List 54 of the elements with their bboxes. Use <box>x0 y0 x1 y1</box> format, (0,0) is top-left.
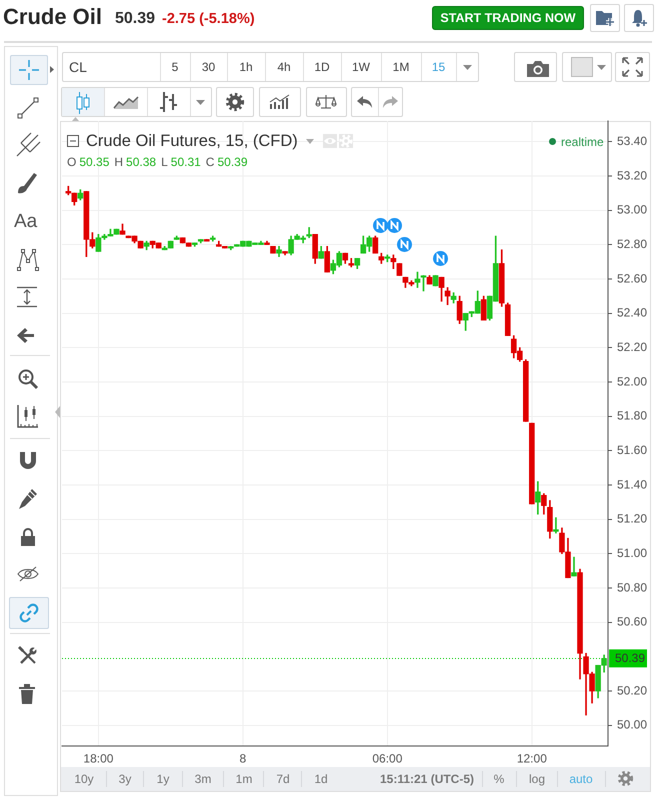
annotation: 50.39 <box>217 155 248 169</box>
x-tick-label: 18:00 <box>83 752 114 766</box>
text: 10y <box>74 772 94 786</box>
text: CL <box>69 59 87 75</box>
text: START TRADING NOW <box>440 10 576 25</box>
y-tick-label: 52.60 <box>617 271 648 286</box>
text: 1h <box>239 60 253 74</box>
text: 4h <box>277 60 291 74</box>
y-tick-label: 51.20 <box>617 512 648 526</box>
y-tick-label: 51.80 <box>617 408 648 423</box>
text: 15:11:21 (UTC-5) <box>380 772 474 786</box>
y-tick-label: 50.80 <box>617 580 648 594</box>
text: 15 <box>432 60 446 74</box>
candlestick <box>414 272 420 288</box>
y-tick-label: 52.40 <box>617 306 648 320</box>
y-tick-label: 51.40 <box>617 477 648 492</box>
ref-line-label: 50.39 <box>615 651 646 666</box>
y-tick-label: 52.00 <box>617 374 648 388</box>
text: O 50.35 H 50.38 L 50.31 C <box>67 155 214 169</box>
candlestick <box>420 275 426 292</box>
x-tick-label: 8 <box>240 752 247 766</box>
annotation: realtime <box>561 135 604 149</box>
y-tick-label: 51.60 <box>617 442 648 457</box>
text: Crude Oil Futures, 15, (CFD) <box>86 132 298 150</box>
text: % <box>494 772 504 786</box>
text: 1D <box>314 60 330 74</box>
y-tick-label: 50.20 <box>617 683 648 698</box>
y-tick-label: 52.20 <box>617 340 648 354</box>
text: 3m <box>194 772 212 786</box>
text: 5 <box>172 60 178 74</box>
y-tick-label: 53.40 <box>617 134 648 148</box>
text: 1y <box>156 772 170 786</box>
y-tick-label: 53.00 <box>617 202 648 217</box>
candlestick <box>571 556 577 576</box>
x-tick-label: 12:00 <box>516 752 548 766</box>
text: -2.75 (-5.18%) <box>162 11 255 27</box>
text: Aa <box>14 211 38 232</box>
y-tick-label: 52.80 <box>617 236 648 251</box>
text: 3y <box>118 772 132 786</box>
text: 1d <box>314 772 328 786</box>
y-tick-label: 50.60 <box>617 614 648 629</box>
text: log <box>528 772 545 786</box>
text: 50.39 <box>115 10 156 27</box>
text: 30 <box>202 60 216 74</box>
x-tick-label: 06:00 <box>372 752 403 766</box>
y-tick-label: 50.00 <box>617 718 648 732</box>
text: 1m <box>236 772 252 786</box>
y-tick-label: 51.00 <box>617 546 648 560</box>
text: 7d <box>276 772 290 786</box>
text: 1M <box>392 60 410 74</box>
text: auto <box>569 772 593 786</box>
text: 1W <box>352 60 370 74</box>
chart-title: Crude Oil <box>3 4 102 29</box>
y-tick-label: 53.20 <box>617 168 648 182</box>
